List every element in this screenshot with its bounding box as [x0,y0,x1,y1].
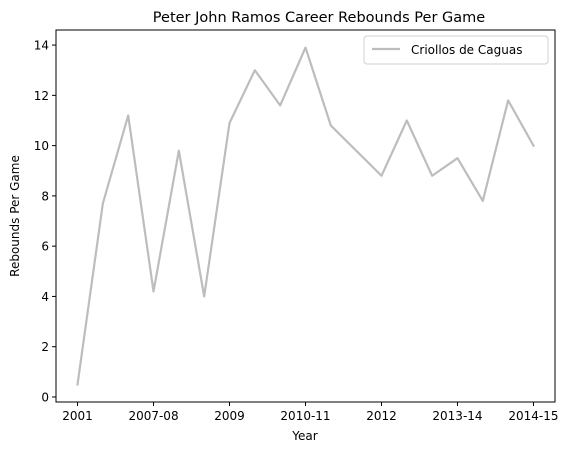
y-axis-label: Rebounds Per Game [8,155,22,277]
legend-box [363,35,549,65]
y-tick-label: 4 [41,290,49,304]
x-axis: 2001 2007-08 2009 2010-11 2012 2013-14 2014-15 [62,402,559,423]
x-axis-label: Year [291,429,317,443]
y-tick-label: 6 [41,240,49,254]
y-tick-label: 8 [41,189,49,203]
plot-frame [55,29,556,403]
x-tick-label: 2013-14 [432,409,482,423]
x-tick-label: 2010-11 [280,409,330,423]
x-tick-label: 2014-15 [508,409,558,423]
x-tick-label: 2001 [62,409,93,423]
y-axis: 0 2 4 6 8 10 12 14 [34,39,56,404]
x-tick-label: 2009 [214,409,245,423]
y-tick-label: 12 [34,89,49,103]
legend-label: Criollos de Caguas [411,43,522,57]
plot-area [76,46,535,386]
chart-title: Peter John Ramos Career Rebounds Per Gam… [153,10,485,26]
series-line-0 [76,46,535,386]
x-tick-label: 2007-08 [128,409,178,423]
y-tick-label: 2 [41,340,49,354]
y-tick-label: 0 [41,390,49,404]
x-tick-label: 2012 [366,409,397,423]
y-tick-label: 10 [34,139,49,153]
legend: Criollos de Caguas [363,35,549,65]
y-tick-label: 14 [34,39,49,53]
